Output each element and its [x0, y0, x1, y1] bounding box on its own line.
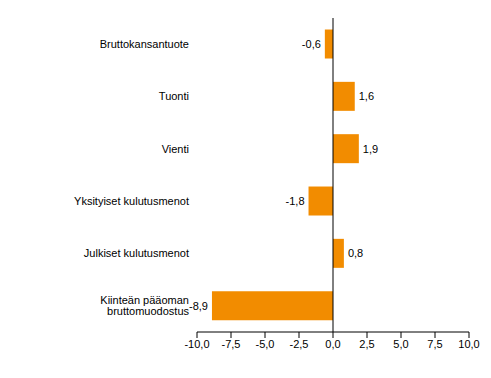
svg-text:-7,5: -7,5 [222, 338, 241, 350]
svg-text:Julkiset kulutusmenot: Julkiset kulutusmenot [84, 247, 189, 259]
svg-text:Tuonti: Tuonti [159, 90, 189, 102]
svg-text:-5,0: -5,0 [256, 338, 275, 350]
svg-text:-10,0: -10,0 [184, 338, 209, 350]
svg-text:Vienti: Vienti [162, 143, 189, 155]
svg-text:-1,8: -1,8 [286, 195, 305, 207]
svg-text:-0,6: -0,6 [302, 38, 321, 50]
svg-text:0,8: 0,8 [348, 247, 363, 259]
svg-text:2,5: 2,5 [359, 338, 374, 350]
svg-text:7,5: 7,5 [427, 338, 442, 350]
svg-text:10,0: 10,0 [458, 338, 479, 350]
svg-text:0,0: 0,0 [325, 338, 340, 350]
svg-text:1,9: 1,9 [363, 143, 378, 155]
svg-text:Yksityiset kulutusmenot: Yksityiset kulutusmenot [74, 195, 189, 207]
svg-text:1,6: 1,6 [359, 90, 374, 102]
svg-text:Kiinteän pääomanbruttomuodostu: Kiinteän pääomanbruttomuodostus [100, 294, 189, 317]
svg-text:5,0: 5,0 [393, 338, 408, 350]
svg-text:Bruttokansantuote: Bruttokansantuote [100, 38, 189, 50]
svg-text:-8,9: -8,9 [189, 300, 208, 312]
svg-text:-2,5: -2,5 [290, 338, 309, 350]
